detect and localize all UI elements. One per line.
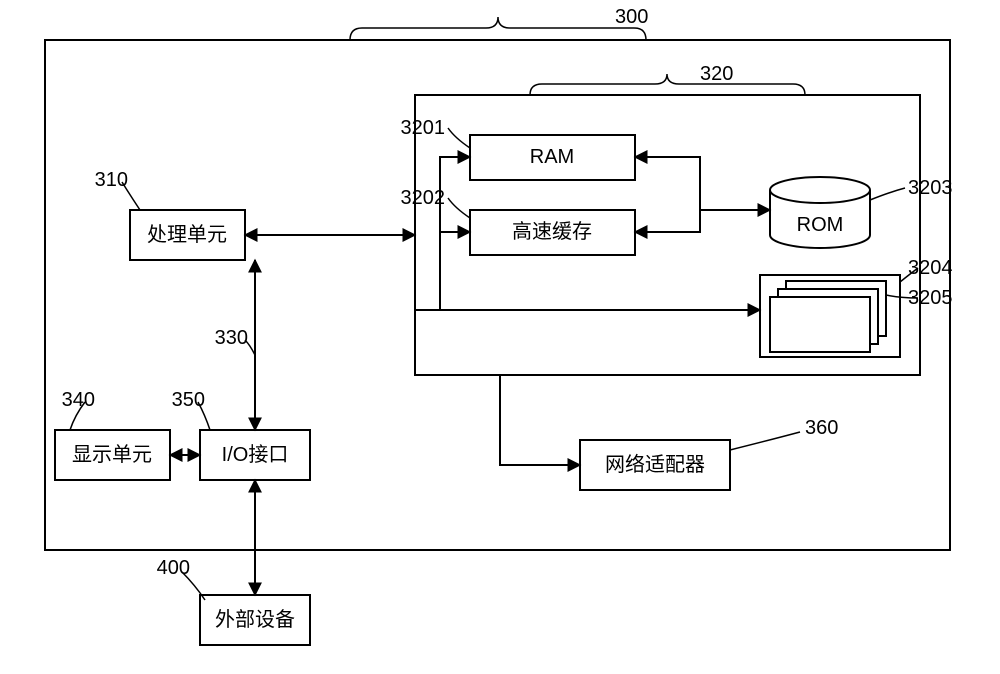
cache-label: 高速缓存 (512, 220, 592, 243)
ref-320: 320 (700, 63, 733, 85)
display-label: 显示单元 (72, 443, 152, 466)
diagram-canvas: 300 320 RAM 3201 高速缓存 3202 ROM 3203 3204… (0, 0, 1000, 674)
ref-310: 310 (95, 169, 128, 191)
processing-label: 处理单元 (147, 223, 227, 246)
io-label: I/O接口 (222, 443, 289, 466)
card-stack (770, 281, 886, 352)
ref-3201: 3201 (401, 117, 446, 139)
ref-340: 340 (62, 389, 95, 411)
rom-cylinder: ROM (770, 177, 870, 248)
network-label: 网络适配器 (605, 453, 705, 476)
ref-3202: 3202 (401, 187, 446, 209)
ref-3205: 3205 (908, 287, 953, 309)
ram-label: RAM (530, 146, 574, 168)
ref-360: 360 (805, 417, 838, 439)
ref-300: 300 (615, 6, 648, 28)
ref-400: 400 (157, 557, 190, 579)
ref-330: 330 (215, 327, 248, 349)
ref-3203: 3203 (908, 177, 953, 199)
brace-300 (350, 17, 646, 40)
external-label: 外部设备 (215, 608, 295, 631)
ref-3204: 3204 (908, 257, 953, 279)
ref-350: 350 (172, 389, 205, 411)
rom-label: ROM (797, 214, 844, 236)
